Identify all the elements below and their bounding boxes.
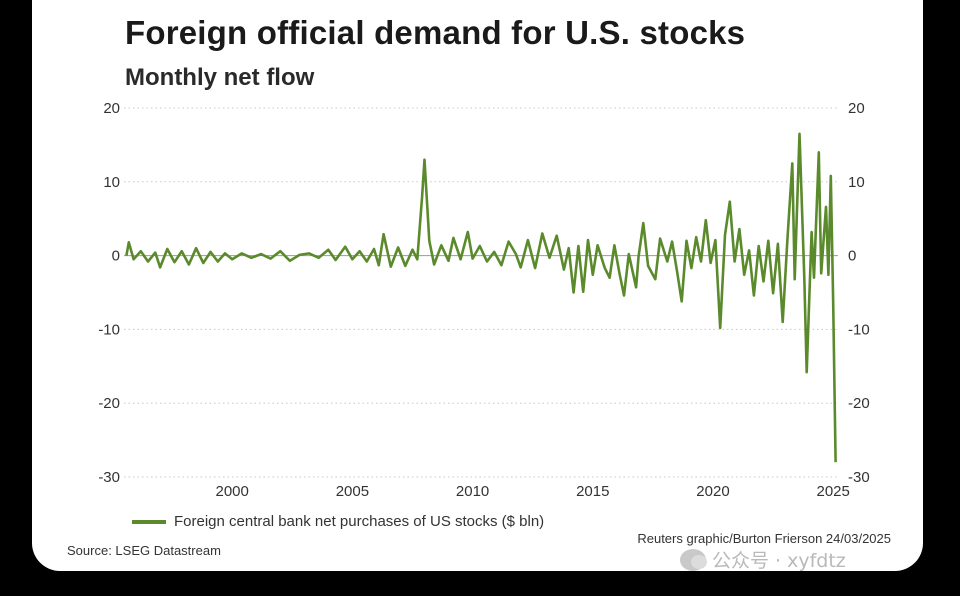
y-axis-left: 20 10 0 -10 -20 -30 bbox=[98, 100, 120, 486]
y-tick-label-right: 0 bbox=[848, 248, 856, 265]
chart-subtitle: Monthly net flow bbox=[125, 64, 315, 91]
x-tick-label: 2015 bbox=[576, 483, 609, 500]
wechat-icon bbox=[680, 548, 707, 571]
y-tick-label-left: 20 bbox=[103, 100, 120, 117]
x-axis: 2000 2005 2010 2015 2020 2025 bbox=[215, 483, 849, 500]
legend-label: Foreign central bank net purchases of US… bbox=[174, 513, 545, 530]
y-tick-label-left: -10 bbox=[98, 321, 120, 338]
legend: Foreign central bank net purchases of US… bbox=[132, 513, 544, 530]
y-tick-label-right: 10 bbox=[848, 174, 865, 191]
x-tick-label: 2005 bbox=[336, 483, 369, 500]
y-tick-label-right: -10 bbox=[848, 321, 870, 338]
series-group bbox=[125, 132, 837, 463]
y-axis-right: 20 10 0 -10 -20 -30 bbox=[848, 100, 870, 486]
y-tick-label-right: -30 bbox=[848, 469, 870, 486]
credit-text: Reuters graphic/Burton Frierson 24/03/20… bbox=[637, 531, 891, 546]
legend-swatch bbox=[132, 519, 166, 524]
chart-title: Foreign official demand for U.S. stocks bbox=[125, 14, 746, 51]
watermark-text: 公众号 · xyfdtz bbox=[712, 550, 846, 572]
watermark: 公众号 · xyfdtz bbox=[680, 546, 846, 573]
y-tick-label-right: -20 bbox=[848, 395, 870, 412]
y-tick-label-right: 20 bbox=[848, 100, 865, 117]
y-tick-label-left: -20 bbox=[98, 395, 120, 412]
chart-card: Foreign official demand for U.S. stocks … bbox=[32, 0, 923, 571]
y-tick-label-left: -30 bbox=[98, 469, 120, 486]
x-tick-label: 2025 bbox=[817, 483, 850, 500]
source-text: Source: LSEG Datastream bbox=[67, 543, 221, 558]
x-tick-label: 2020 bbox=[696, 483, 729, 500]
series-line bbox=[125, 132, 837, 463]
x-tick-label: 2010 bbox=[456, 483, 489, 500]
y-tick-label-left: 10 bbox=[103, 174, 120, 191]
x-tick-label: 2000 bbox=[215, 483, 248, 500]
y-tick-label-left: 0 bbox=[112, 248, 120, 265]
gridlines bbox=[124, 107, 838, 478]
